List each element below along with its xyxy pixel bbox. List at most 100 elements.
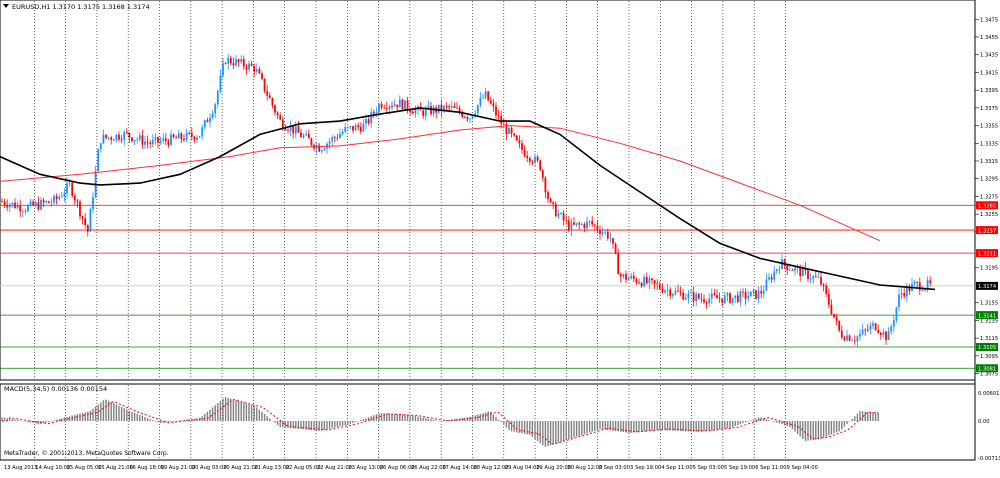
macd-bar	[562, 421, 565, 442]
time-tick-label: 20 Aug 03:00	[192, 465, 227, 471]
candle-body	[479, 97, 482, 106]
macd-bar	[861, 411, 864, 421]
macd-bar	[193, 418, 196, 421]
macd-bar	[596, 421, 599, 430]
macd-bar	[510, 421, 513, 432]
macd-bar	[789, 421, 791, 427]
macd-bar	[63, 417, 66, 421]
candle-body	[596, 225, 599, 231]
macd-bar	[747, 421, 749, 422]
macd-bar	[575, 421, 578, 437]
macd-bar	[752, 419, 755, 421]
candle-body	[448, 106, 451, 108]
macd-bar	[230, 398, 232, 421]
candle-body	[183, 138, 185, 141]
price-axis: 1.3475 1.3455 1.3435 1.3415 1.3395 1.3375 1.33…	[975, 17, 998, 378]
candle-body	[635, 278, 638, 283]
candle-body	[323, 148, 326, 151]
candle-body	[404, 100, 406, 110]
candle-body	[172, 134, 175, 138]
candle-body	[279, 115, 282, 120]
candle-body	[81, 216, 84, 219]
candle-body	[903, 293, 906, 297]
candle-body	[648, 278, 651, 284]
candle-body	[830, 304, 833, 314]
candle-body	[739, 291, 742, 302]
macd-bar	[258, 409, 261, 421]
macd-bar	[204, 413, 206, 421]
main-chart-frame	[0, 0, 976, 381]
candle-body	[580, 224, 583, 225]
candle-body	[466, 117, 469, 120]
macd-bar	[16, 420, 19, 421]
candle-body	[68, 182, 71, 184]
macd-bar	[61, 418, 63, 421]
candle-body	[34, 202, 37, 206]
macd-bar	[289, 421, 292, 429]
macd-bar	[755, 418, 757, 421]
candle-body	[86, 225, 89, 232]
macd-bar	[820, 421, 822, 439]
time-tick-label: 13 Aug 2013	[4, 465, 37, 471]
candle-body	[274, 105, 276, 113]
candle-body	[929, 280, 932, 284]
price-tick-label: 1.3255	[980, 212, 998, 218]
candle-body	[422, 110, 425, 116]
macd-bar	[287, 421, 289, 428]
chart-title: EURUSD,H1 1.3170 1.3175 1.3168 1.3174	[12, 3, 150, 11]
macd-bar	[373, 415, 375, 421]
candle-body	[521, 143, 523, 150]
candle-body	[123, 132, 126, 141]
candle-body	[456, 107, 458, 109]
price-tag-label: 1.3081	[978, 366, 996, 372]
price-tick-label: 1.3355	[980, 124, 998, 130]
candle-body	[414, 109, 417, 114]
macd-bar	[573, 421, 575, 438]
macd-bar	[565, 421, 567, 441]
macd-bar	[505, 421, 508, 428]
candle-body	[856, 336, 859, 342]
macd-bar	[365, 418, 367, 421]
macd-bar	[409, 415, 411, 421]
candle-body	[726, 293, 729, 296]
candle-body	[765, 279, 768, 291]
candle-body	[781, 259, 783, 269]
macd-bar	[867, 411, 869, 421]
candle-body	[638, 282, 640, 284]
macd-bar	[313, 421, 315, 431]
candle-body	[320, 150, 323, 152]
macd-bar	[378, 413, 380, 421]
macd-histogram	[1, 397, 879, 447]
candle-body	[409, 109, 412, 112]
candle-body	[53, 196, 55, 203]
candle-body	[827, 293, 830, 305]
candle-body	[336, 137, 339, 139]
macd-bar	[427, 418, 430, 421]
candle-body	[248, 63, 250, 70]
candle-body	[359, 127, 362, 132]
candle-body	[242, 59, 245, 67]
candle-body	[575, 223, 578, 225]
candle-body	[786, 265, 789, 271]
macd-bar	[172, 421, 175, 422]
macd-bar	[110, 401, 112, 421]
candle-body	[370, 112, 373, 124]
candle-body	[185, 132, 188, 141]
candle-body	[424, 108, 427, 116]
macd-bar	[482, 413, 484, 421]
macd-bar	[14, 419, 16, 421]
macd-bar	[474, 415, 476, 421]
candle-body	[398, 99, 401, 108]
window-menu-icon[interactable]	[3, 4, 9, 8]
macd-bar	[464, 417, 466, 421]
macd-bar	[131, 411, 133, 421]
candle-body	[21, 211, 24, 213]
macd-bar	[126, 409, 128, 421]
macd-bar	[336, 421, 339, 427]
candle-body	[674, 290, 677, 295]
candle-body	[128, 132, 131, 138]
macd-bar	[354, 421, 357, 422]
macd-bar	[326, 421, 328, 430]
